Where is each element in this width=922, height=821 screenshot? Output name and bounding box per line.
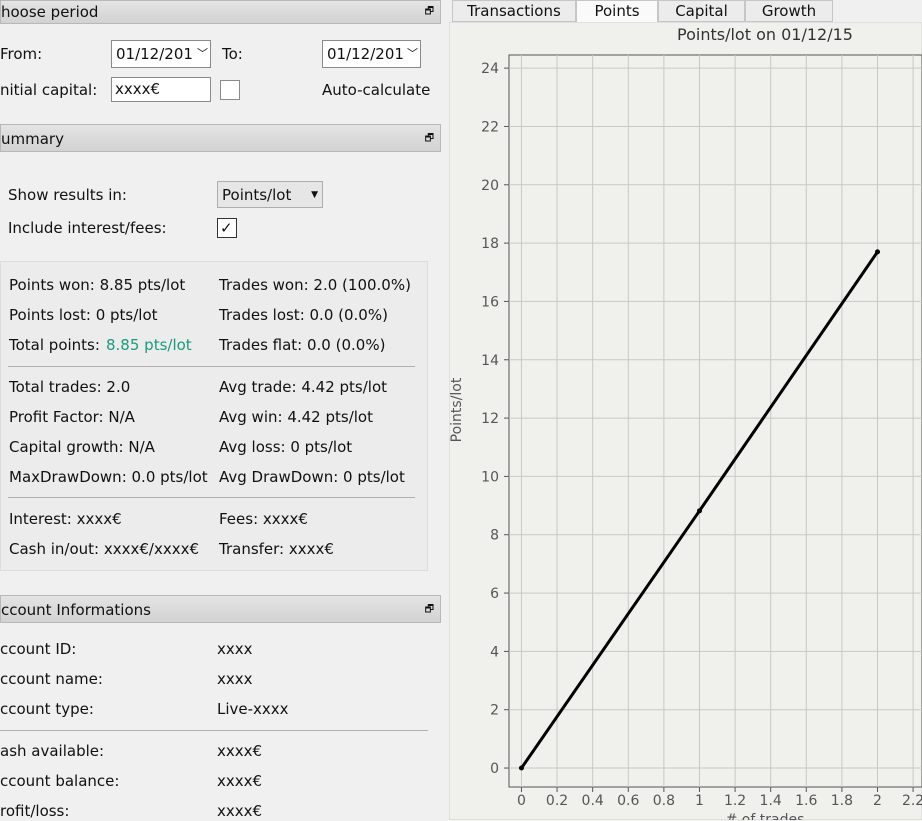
plot-area [508,54,922,788]
x-tick-label: 1.8 [831,793,853,809]
label: ccount balance: [0,772,120,790]
stat: Cash in/out: xxxx€/xxxx€ [9,540,200,558]
stat: Trades won: 2.0 (100.0%) [219,276,411,294]
y-tick-label: 16 [481,294,499,310]
y-tick-label: 14 [481,353,499,369]
label: To: [222,45,243,63]
chart: Points/lot on 01/12/15 Points/lot # of t… [449,22,922,820]
stat: Trades lost: 0.0 (0.0%) [219,306,388,324]
x-tick-label: 0.2 [546,793,568,809]
label: Include interest/fees: [8,219,167,237]
y-tick-label: 0 [490,761,499,777]
header-title: ccount Informations [1,601,151,619]
x-tick-label: 1 [695,793,704,809]
x-tick-label: 0.8 [653,793,675,809]
stat: Interest: xxxx€ [9,510,122,528]
value: xxxx€ [217,772,263,790]
y-tick-label: 4 [490,644,499,660]
stat: Avg win: 4.42 pts/lot [219,408,373,426]
y-tick-label: 12 [481,411,499,427]
label: ccount name: [0,670,103,688]
value: xxxx [217,670,253,688]
label: nitial capital: [0,81,98,99]
tab[interactable]: Growth [745,0,833,22]
x-tick-label: 0.4 [582,793,604,809]
stat: Total trades: 2.0 [9,378,131,396]
y-tick-label: 8 [490,528,499,544]
date-picker[interactable]: 01/12/201 ﹀ [322,40,421,68]
value: xxxx€ [217,742,263,760]
x-tick-label: 1.6 [795,793,817,809]
value: xxxx€ [115,80,161,98]
stat: Avg DrawDown: 0 pts/lot [219,468,405,486]
tab[interactable]: Points [576,0,658,23]
label: Show results in: [8,186,127,204]
stat: Transfer: xxxx€ [219,540,334,558]
label: Auto-calculate [322,81,431,99]
dropdown[interactable]: Points/lot ▼ [217,181,323,208]
tab[interactable]: Transactions [452,0,576,22]
value: 01/12/201 [327,45,404,63]
x-tick-label: 2 [873,793,882,809]
point [696,508,702,514]
stats-box [0,261,428,571]
stat: Avg loss: 0 pts/lot [219,438,353,456]
x-tick-label: 0.6 [617,793,639,809]
stat: MaxDrawDown: 0.0 pts/lot [9,468,208,486]
label: ccount type: [0,700,94,718]
y-axis-label: Points/lot [449,377,465,442]
value: 01/12/201 [116,45,193,63]
y-tick-label: 18 [481,236,499,252]
panel-header[interactable]: ummary 🗗 [0,124,441,152]
y-tick-label: 6 [490,586,499,602]
stat: Profit Factor: N/A [9,408,135,426]
label: ccount ID: [0,640,77,658]
stat-label: Total points: [9,336,100,354]
header-title: ummary [1,130,64,148]
y-tick-label: 10 [481,469,499,485]
y-tick-label: 24 [481,61,499,77]
stat: Fees: xxxx€ [219,510,308,528]
panel-header[interactable]: hoose period 🗗 [0,0,441,24]
stat: Trades flat: 0.0 (0.0%) [219,336,386,354]
x-tick-label: 0 [517,793,526,809]
label: rofit/loss: [0,802,70,820]
stat: Capital growth: N/A [9,438,155,456]
point [874,249,880,255]
stat: Points won: 8.85 pts/lot [9,276,186,294]
checkbox[interactable] [220,80,240,100]
tab[interactable]: Capital [658,0,745,22]
y-tick-label: 22 [481,119,499,135]
value: xxxx€ [217,802,263,820]
value: Points/lot [222,186,292,204]
y-tick-label: 2 [490,703,499,719]
checkbox[interactable]: ✓ [217,218,237,238]
header-title: hoose period [1,3,99,21]
y-tick-label: 20 [481,178,499,194]
label: From: [0,45,43,63]
stat: Points lost: 0 pts/lot [9,306,158,324]
x-tick-label: 1.2 [724,793,746,809]
panel-header[interactable]: ccount Informations 🗗 [0,595,441,623]
value: Live-xxxx [217,700,289,718]
stat-value: 8.85 pts/lot [106,336,192,354]
x-tick-label: 2.2 [902,793,922,809]
point [518,765,524,771]
stat: Avg trade: 4.42 pts/lot [219,378,388,396]
label: ash available: [0,742,105,760]
x-tick-label: 1.4 [760,793,782,809]
text-input[interactable]: xxxx€ [111,77,211,102]
value: xxxx [217,640,253,658]
chart-title: Points/lot on 01/12/15 [677,25,853,44]
date-picker[interactable]: 01/12/201 ﹀ [111,40,211,68]
x-axis-label: # of trades [726,812,805,820]
